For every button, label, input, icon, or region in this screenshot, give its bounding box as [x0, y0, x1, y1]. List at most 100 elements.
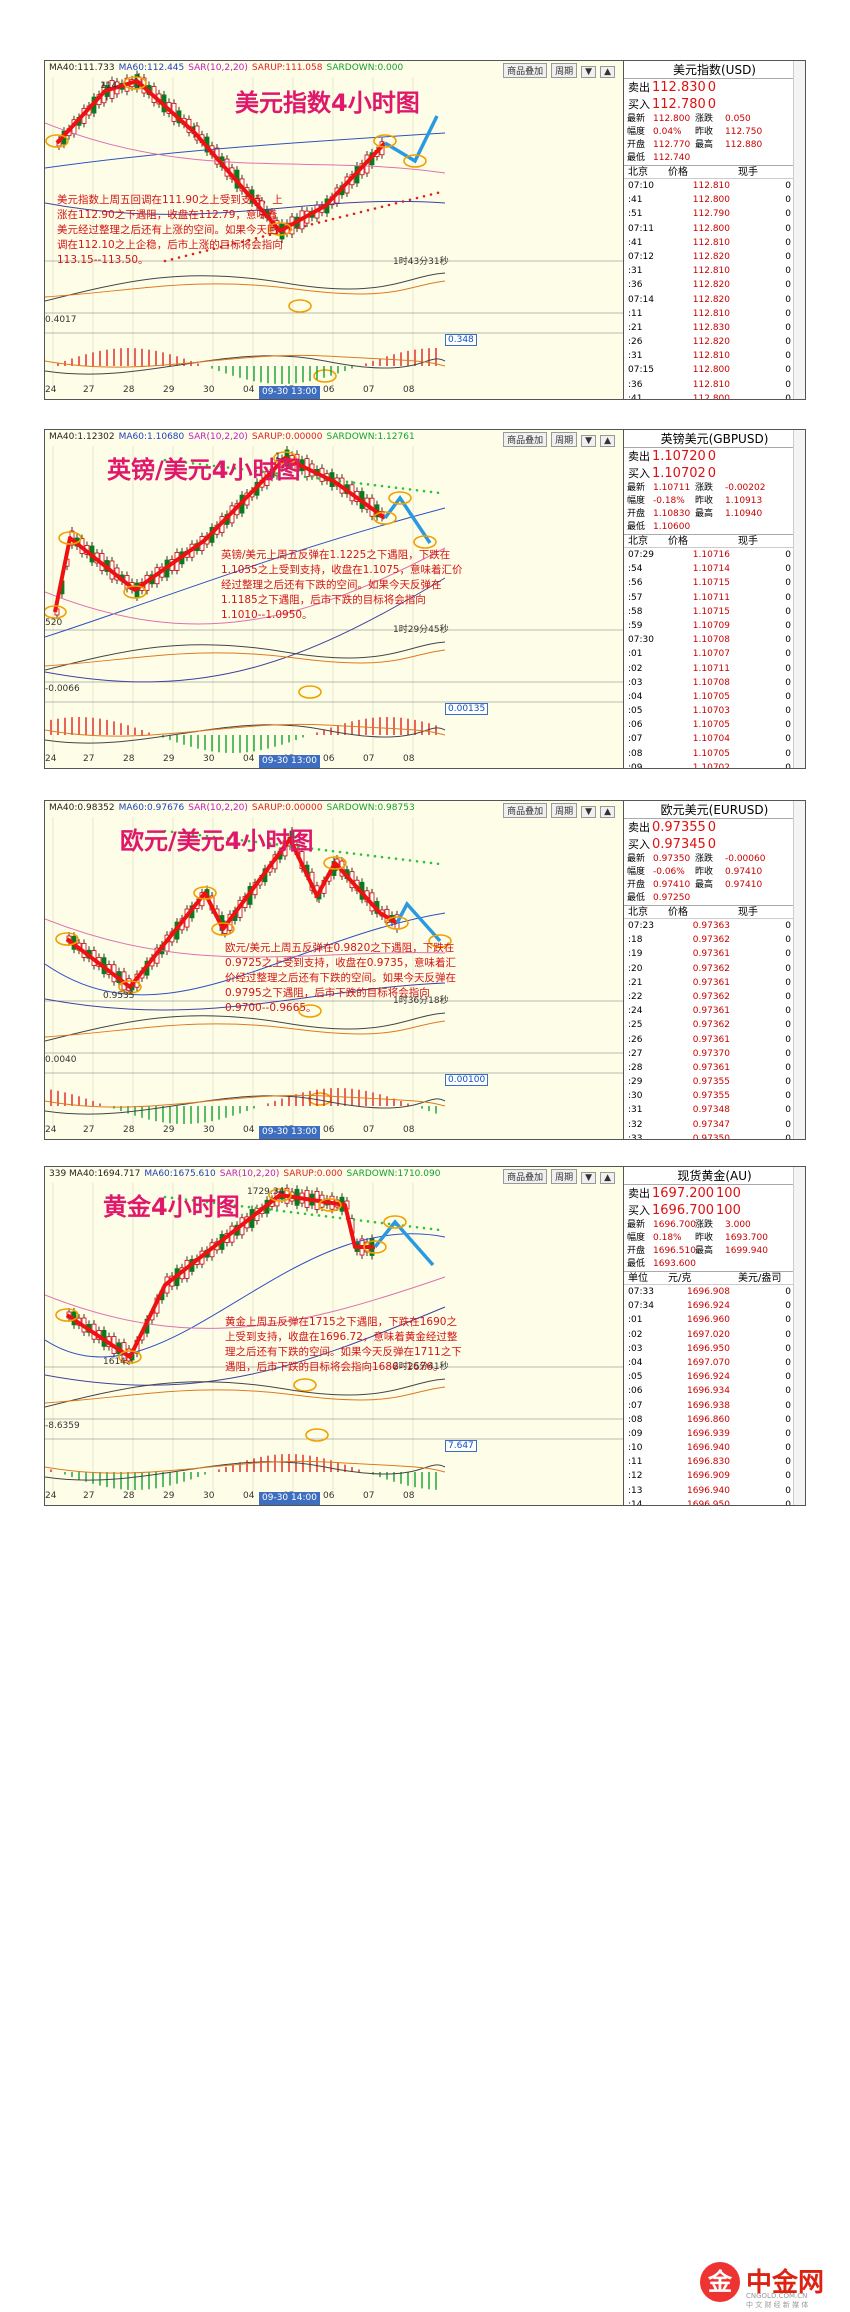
tick-volume: 0 [785, 1428, 791, 1439]
tick-row: :26 0.97361 0 [624, 1033, 805, 1047]
tick-row: :02 1697.020 0 [624, 1328, 805, 1342]
toolbar-button[interactable]: ▼ [581, 806, 597, 818]
toolbar-button[interactable]: ▲ [600, 435, 615, 447]
price-chart-svg [45, 70, 623, 386]
tick-price: 112.810 [692, 308, 730, 319]
sar-dot [198, 250, 202, 254]
tick-row: :08 1696.860 0 [624, 1413, 805, 1427]
tick-col-header: 现手 [738, 907, 758, 918]
indicator-value: SARDOWN:1710.090 [346, 1169, 441, 1179]
highlight-circle [211, 922, 235, 936]
ma60-line [45, 547, 446, 625]
sell-volume: 0 [707, 80, 717, 95]
tick-row: :58 1.10715 0 [624, 605, 805, 619]
tick-row: :09 1.10702 0 [624, 761, 805, 768]
tick-time: :06 [628, 1386, 643, 1397]
sar-dot [380, 484, 384, 488]
sar-dot [380, 855, 384, 859]
quote-scrollbar[interactable] [793, 61, 805, 399]
chart-title: 英镑/美元4小时图 [107, 456, 301, 484]
tick-volume: 0 [785, 1034, 791, 1045]
sar-dot [387, 856, 391, 860]
toolbar-button[interactable]: ▼ [581, 66, 597, 78]
sar-dot [289, 473, 293, 477]
quote-scrollbar[interactable] [793, 801, 805, 1139]
x-tick-label: 30 [203, 754, 215, 764]
tick-time: :57 [628, 592, 643, 603]
x-tick-label: 29 [163, 1125, 175, 1135]
toolbar-button[interactable]: 商品叠加 [503, 63, 548, 78]
highlight-circle [383, 1215, 407, 1229]
tick-price: 1.10711 [692, 592, 730, 603]
tick-row: :31 0.97348 0 [624, 1103, 805, 1117]
tick-volume: 0 [785, 1357, 791, 1368]
buy-price: 0.97345 [652, 837, 706, 852]
sar-dot [254, 236, 258, 240]
toolbar-button[interactable]: 商品叠加 [503, 432, 548, 447]
tick-time: :56 [628, 578, 643, 589]
x-tick-label: 04 [243, 754, 255, 764]
tick-price: 112.810 [692, 379, 730, 390]
tick-row: :24 0.97361 0 [624, 1004, 805, 1018]
quote-stat [725, 152, 767, 165]
toolbar-button[interactable]: ▼ [581, 435, 597, 447]
quote-panel: 美元指数(USD) 卖出 112.830 0 买入 112.780 0 最新 112.800 涨跌… [623, 61, 805, 399]
quote-header: 美元指数(USD) [624, 61, 805, 79]
sell-volume: 0 [707, 820, 717, 835]
tick-price: 0.97362 [692, 991, 730, 1002]
tick-volume: 0 [785, 720, 791, 731]
sar-dot [198, 1199, 202, 1203]
sar-dot [331, 849, 335, 853]
sar-dot [233, 467, 237, 470]
tick-row: :41 112.810 0 [624, 236, 805, 250]
toolbar-button[interactable]: ▲ [600, 806, 615, 818]
highlight-circle [413, 535, 437, 549]
quote-scrollbar[interactable] [793, 430, 805, 768]
quote-stat: 最新 [627, 114, 646, 124]
quote-stat: -0.00060 [725, 854, 766, 864]
sar-dot [240, 838, 244, 842]
sar-dot [191, 1199, 195, 1202]
indicator-value: SAR(10,2,20) [219, 1169, 280, 1179]
macd-signal-line [45, 723, 446, 737]
x-tick-label: 06 [323, 754, 335, 764]
tick-row: :33 0.97350 0 [624, 1132, 805, 1139]
sar-dot [170, 1196, 174, 1200]
toolbar-button[interactable]: ▼ [581, 1172, 597, 1184]
sar-dot [240, 240, 244, 244]
tick-price: 1697.020 [687, 1329, 730, 1340]
tick-price: 112.800 [692, 223, 730, 234]
quote-scrollbar[interactable] [793, 1167, 805, 1505]
chart-title: 欧元/美元4小时图 [120, 827, 314, 855]
toolbar-button[interactable]: 周期 [551, 803, 578, 818]
toolbar-button[interactable]: ▲ [600, 66, 615, 78]
toolbar-button[interactable]: 商品叠加 [503, 1169, 548, 1184]
indicator-legend: 339 MA40:1694.717 MA60:1675.610 SAR(10,2,2… [49, 1169, 444, 1179]
x-tick-label: 06 [323, 385, 335, 395]
sar-dot [261, 841, 265, 845]
highlight-circle [403, 154, 427, 168]
tick-time: :07 [628, 734, 643, 745]
tick-row: 07:15 112.800 0 [624, 363, 805, 377]
tick-volume: 0 [785, 762, 791, 768]
toolbar-button[interactable]: 周期 [551, 1169, 578, 1184]
x-tick-label: 07 [363, 754, 375, 764]
sar-dot [177, 256, 181, 259]
sar-dot [373, 1220, 377, 1224]
tick-volume: 0 [785, 949, 791, 960]
sell-price: 0.97355 [652, 820, 706, 835]
tick-price: 0.97348 [692, 1105, 730, 1116]
tick-volume: 0 [785, 663, 791, 674]
toolbar-button[interactable]: ▲ [600, 1172, 615, 1184]
x-tick-label: 29 [163, 1491, 175, 1501]
tick-row: 07:14 112.820 0 [624, 293, 805, 307]
indicator-value: SARDOWN:0.98753 [326, 803, 415, 813]
quote-panel: 英镑美元(GBPUSD) 卖出 1.10720 0 买入 1.10702 0 最新 1.1071… [623, 430, 805, 768]
x-tick-label: 08 [403, 754, 415, 764]
toolbar-button[interactable]: 周期 [551, 432, 578, 447]
toolbar-button[interactable]: 商品叠加 [503, 803, 548, 818]
sar-dot [254, 840, 258, 844]
indicator-value: SAR(10,2,20) [188, 63, 248, 73]
macd-line [45, 724, 446, 744]
toolbar-button[interactable]: 周期 [551, 63, 578, 78]
